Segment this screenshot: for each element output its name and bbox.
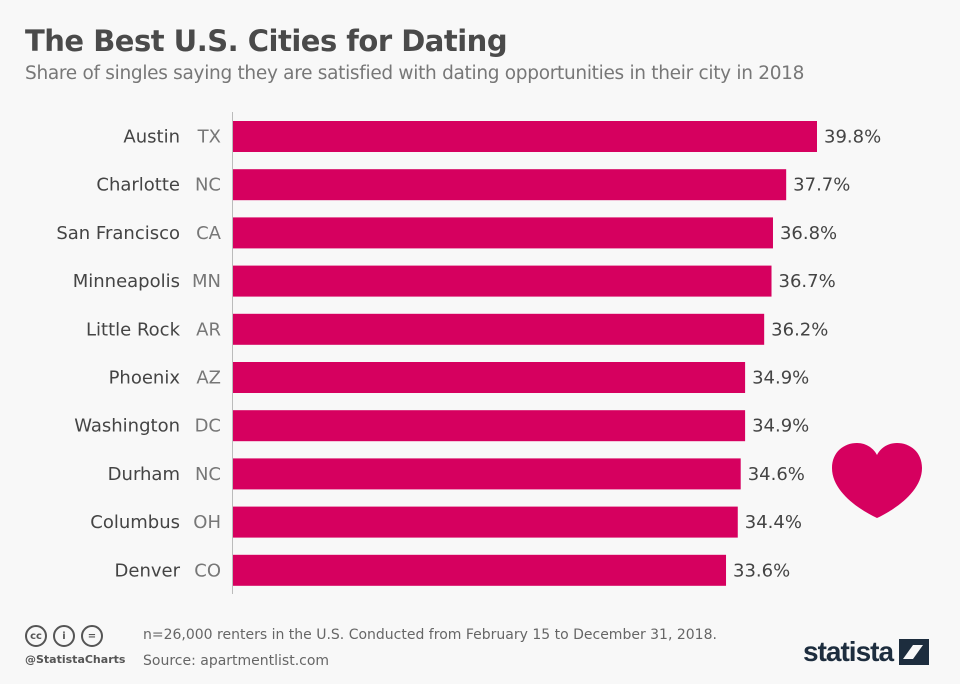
nd-icon: = [81,625,103,647]
city-label: Durham [108,464,180,485]
chart-title: The Best U.S. Cities for Dating [25,24,508,58]
bar [233,121,817,152]
data-label: 36.8% [780,223,837,244]
city-label: Minneapolis [73,271,180,292]
bar [233,554,727,586]
cc-icon: cc [25,625,47,647]
city-label: San Francisco [56,223,180,244]
by-icon: i [53,625,75,647]
state-label: CA [196,223,222,244]
state-label: NC [195,175,221,196]
logo-mark-icon [899,639,930,665]
data-label: 36.2% [771,319,828,340]
chart-subtitle: Share of singles saying they are satisfi… [25,63,805,84]
footnote: n=26,000 renters in the U.S. Conducted f… [143,627,717,643]
twitter-handle[interactable]: @StatistaCharts [25,653,126,666]
city-label: Charlotte [96,175,180,196]
bar [233,169,787,201]
statista-logo[interactable]: statista [803,636,930,668]
city-label: Little Rock [86,319,181,340]
source: Source: apartmentlist.com [143,653,330,669]
bar [233,217,773,249]
data-label: 34.9% [752,368,809,389]
bar [233,265,772,297]
state-label: DC [195,416,221,437]
state-label: AR [196,319,221,340]
license-icons: cc i = [25,625,103,647]
city-label: Columbus [90,512,180,533]
heart-icon [832,443,922,518]
data-label: 34.6% [748,464,805,485]
state-label: OH [193,512,221,533]
data-label: 34.9% [752,416,809,437]
city-label: Austin [123,127,180,148]
bar [233,410,746,442]
bar [233,458,741,490]
city-label: Washington [74,416,180,437]
state-label: CO [194,560,221,581]
logo-text: statista [803,636,894,667]
data-label: 34.4% [745,512,802,533]
data-label: 39.8% [824,127,881,148]
city-label: Phoenix [109,368,181,389]
data-label: 37.7% [793,175,850,196]
state-label: AZ [196,368,221,389]
state-label: NC [195,464,221,485]
data-label: 33.6% [733,560,790,581]
bar [233,313,765,345]
bar [233,506,738,538]
bar [233,362,746,393]
data-label: 36.7% [779,271,836,292]
city-label: Denver [115,560,181,581]
state-label: MN [192,271,221,292]
state-label: TX [197,127,221,148]
